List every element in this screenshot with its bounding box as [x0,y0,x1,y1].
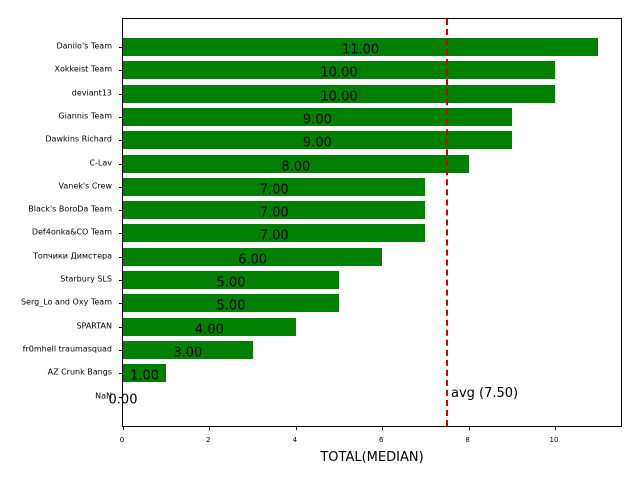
category-label: Vanek's Crew [58,181,112,191]
category-label: Dawkins Richard [45,134,112,144]
x-tick [295,426,297,430]
bar-value-label: 7.00 [259,205,289,221]
y-tick [119,186,123,188]
average-line [446,19,448,426]
category-label: SPARTAN [76,321,112,331]
bar-value-label: 4.00 [194,322,224,338]
average-label: avg (7.50) [451,386,519,401]
bar [123,38,599,56]
category-label: fr0mhell traumasquad [22,344,112,354]
y-tick [119,373,123,375]
bar [123,364,167,383]
bar-value-label: 0.00 [108,392,138,407]
x-tick-label: 8 [465,436,470,444]
x-tick-label: 10 [549,436,559,444]
category-label: Giannis Team [58,111,112,121]
bar-value-label: 5.00 [216,275,246,291]
category-label: Starbury SLS [60,274,112,284]
category-label: Xokkeist Team [54,64,113,74]
x-tick [123,426,124,430]
bar-value-label: 7.00 [259,182,289,198]
bar-value-label: 9.00 [302,112,332,128]
bar [123,201,426,220]
y-tick [119,396,123,398]
category-label: deviant13 [71,88,112,98]
bar [123,107,512,126]
bar-value-label: 8.00 [281,159,311,174]
bar [123,317,296,336]
y-tick [119,326,123,328]
bar [123,247,383,266]
y-tick [119,303,123,305]
x-tick [382,426,384,430]
bar-value-label: 3.00 [173,345,203,361]
bar-value-label: 6.00 [238,252,268,268]
category-label: Serg_Lo and Oxy Team [20,297,112,307]
category-label: Def4onka&CO Team [31,227,112,237]
bar-value-label: 9.00 [302,135,332,151]
bar-value-label: 5.00 [216,298,246,314]
bar-value-label: 11.00 [341,42,380,58]
x-tick [555,426,556,430]
y-tick [119,256,123,258]
category-label: Топчики Димстера [33,251,112,261]
category-label: Black's BoroDa Team [28,204,112,214]
bar-value-label: 10.00 [320,89,358,105]
y-tick [119,163,123,165]
y-tick [119,116,123,118]
y-tick [119,47,123,48]
x-tick-label: 4 [292,436,298,444]
y-tick [119,210,123,212]
y-tick [119,280,123,281]
category-label: NaN [95,391,112,400]
x-tick-label: 2 [206,436,211,444]
bar-value-label: 7.00 [259,228,289,244]
category-label: Danilo's Team [56,41,112,51]
y-tick [119,93,123,95]
bar [123,177,426,196]
x-tick [468,426,470,430]
y-tick [119,70,123,72]
bar [123,224,426,243]
bar [123,340,253,359]
y-tick [119,349,123,351]
x-tick [209,426,211,430]
bar [123,154,469,173]
bar-value-label: 1.00 [130,368,160,384]
bar [123,271,339,289]
category-label: AZ Crunk Bangs [47,367,112,377]
x-tick-label: 0 [119,436,125,444]
y-tick [119,140,123,142]
x-tick-label: 6 [378,436,384,444]
category-label: C-Lav [89,158,112,167]
bar [123,131,512,150]
x-axis-label: TOTAL(MEDIAN) [320,450,424,465]
bar-value-label: 10.00 [320,65,358,81]
plot-area: 11.00 10.00 10.00 9.00 9.00 8.00 7.00 7.00 7.00 6… [109,18,622,430]
y-tick [119,233,123,235]
bar [123,294,339,313]
